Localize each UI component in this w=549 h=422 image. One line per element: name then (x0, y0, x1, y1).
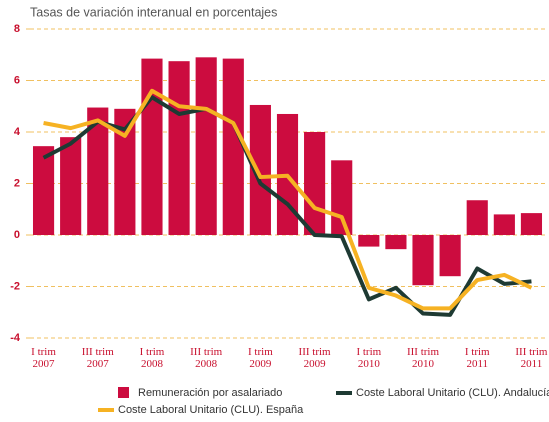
legend-label: Coste Laboral Unitario (CLU). España (118, 404, 304, 416)
bar (87, 107, 109, 235)
bar (304, 132, 326, 235)
bar (385, 235, 407, 250)
bar (412, 235, 434, 286)
legend-label: Remuneración por asalariado (138, 387, 282, 399)
bar (358, 235, 380, 247)
y-tick-label: -4 (10, 332, 21, 344)
bar (114, 108, 136, 235)
x-tick-label: III trim 2010 (406, 346, 440, 370)
bar (195, 57, 217, 236)
x-tick-label: III trim 2008 (190, 346, 223, 370)
bar (520, 213, 543, 235)
y-tick-label: 4 (14, 126, 21, 138)
y-tick-label: 2 (14, 177, 20, 189)
bar (439, 235, 461, 277)
line (42, 95, 532, 317)
y-tick-label: -2 (10, 280, 20, 292)
chart-title: Tasas de variación interanual en porcent… (30, 5, 277, 19)
y-tick-label: 0 (14, 229, 20, 241)
bar (331, 160, 353, 235)
bar (168, 61, 190, 235)
bar (493, 214, 515, 235)
x-tick-label: I trim 2011 (464, 346, 490, 370)
bar (32, 146, 55, 235)
bar (249, 104, 271, 236)
legend-label: Coste Laboral Unitario (CLU). Andalucía (356, 387, 549, 399)
x-tick-label: I trim 2009 (248, 346, 273, 370)
bar (60, 137, 82, 235)
x-tick-label: I trim 2010 (356, 346, 382, 370)
bar (466, 200, 488, 235)
line (43, 88, 533, 311)
bar (141, 58, 163, 235)
y-tick-label: 6 (14, 74, 20, 86)
x-tick-label: I trim 2008 (139, 346, 165, 370)
bar (222, 58, 244, 235)
x-tick-label: III trim 2011 (515, 346, 548, 370)
x-tick-label: III trim 2007 (81, 346, 114, 370)
x-tick-label: III trim 2009 (298, 346, 331, 370)
x-tick-label: I trim 2007 (31, 346, 56, 370)
y-tick-label: 8 (14, 23, 20, 35)
legend-swatch (118, 387, 129, 398)
